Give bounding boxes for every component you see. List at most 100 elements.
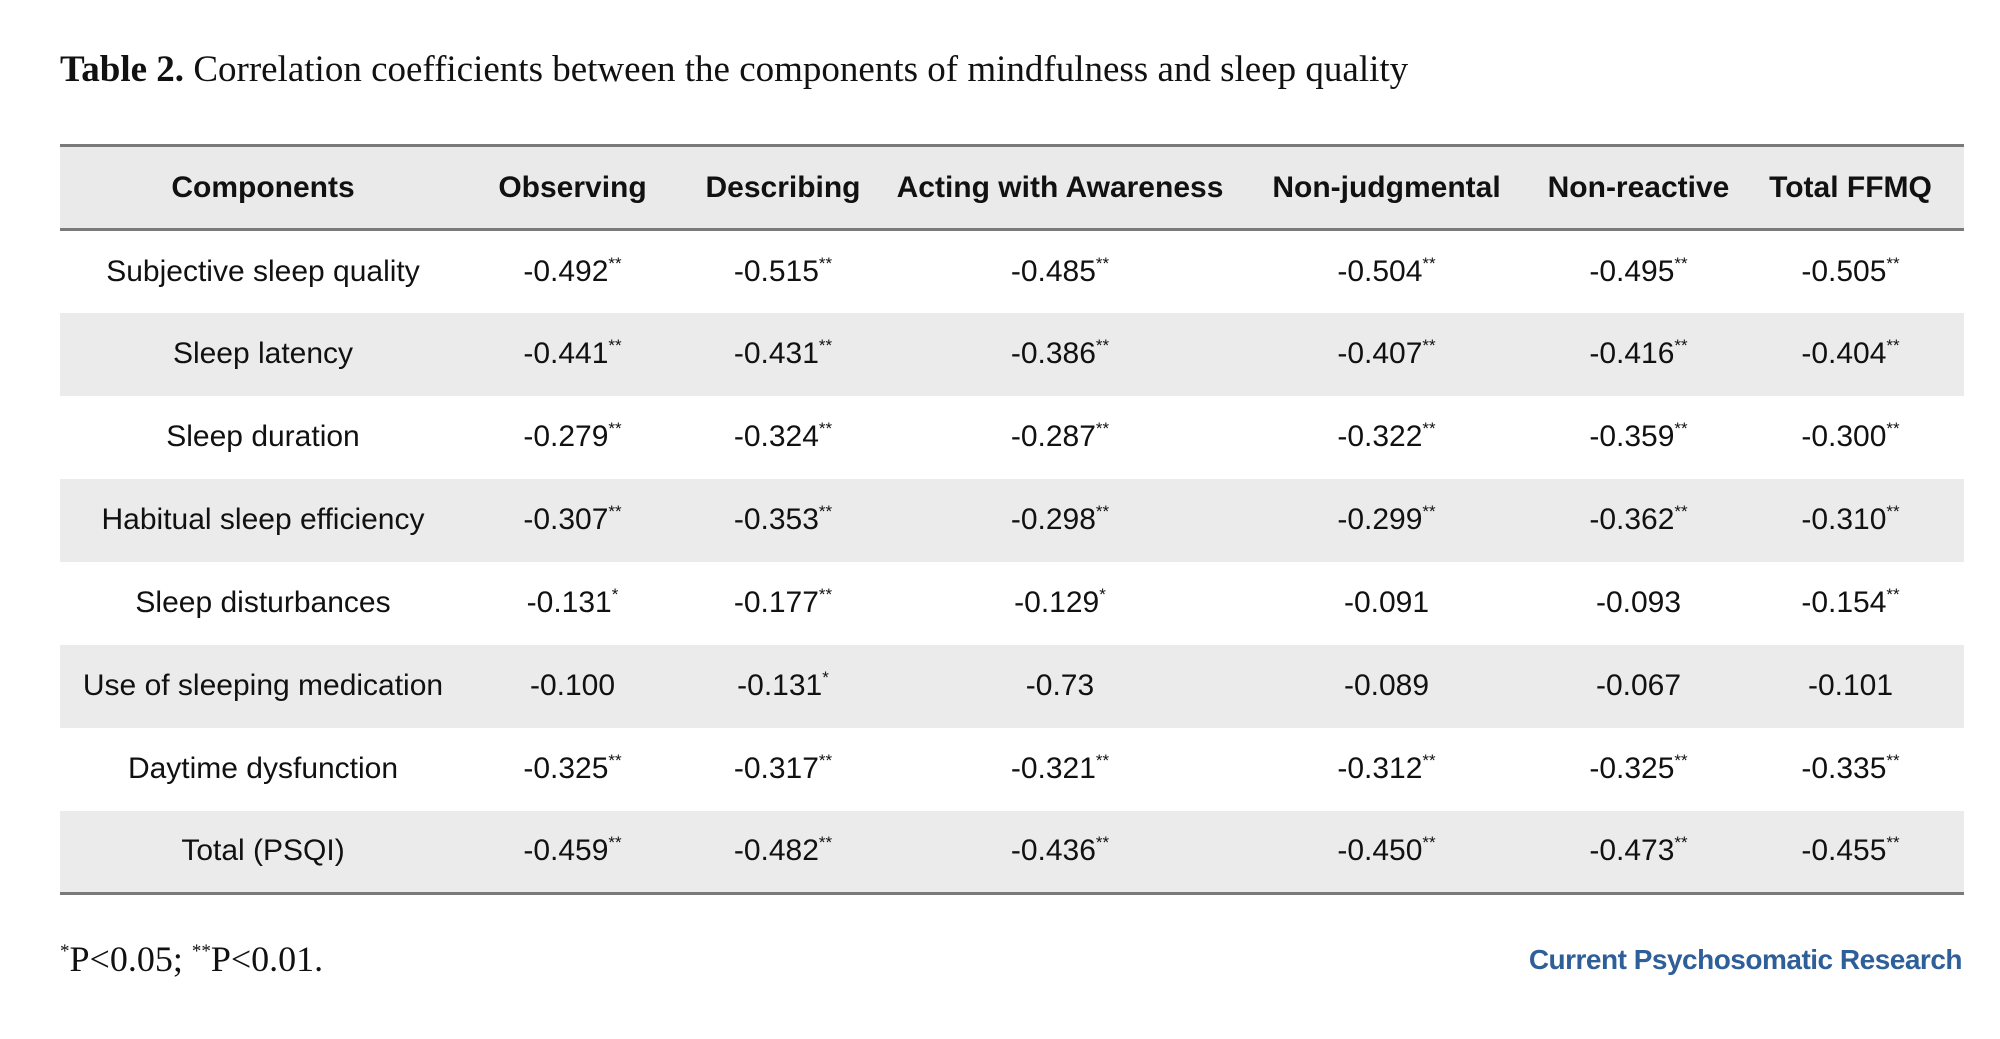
significance-mark: **: [1095, 336, 1110, 355]
correlation-value: -0.431: [733, 337, 819, 370]
correlation-value: -0.482: [733, 834, 819, 868]
correlation-cell: -0.436**: [887, 810, 1233, 895]
significance-mark: **: [1886, 253, 1900, 273]
significance-mark: **: [608, 419, 622, 438]
significance-mark: **: [1674, 419, 1688, 438]
correlation-value: -0.321: [1010, 752, 1096, 785]
correlation-value: -0.450: [1337, 834, 1423, 868]
footnote-sig2-text: P<0.01.: [210, 939, 324, 979]
correlation-value: -0.129: [1014, 586, 1100, 619]
correlation-cell: -0.131*: [679, 645, 887, 728]
correlation-table-wrap: Components Observing Describing Acting with…: [60, 144, 1964, 895]
correlation-cell: -0.73: [887, 645, 1233, 728]
correlation-cell: -0.450**: [1233, 810, 1540, 895]
correlation-cell: -0.495**: [1540, 230, 1737, 313]
significance-mark: *: [1099, 585, 1106, 604]
significance-mark: **: [1886, 336, 1900, 355]
correlation-cell: -0.416**: [1540, 313, 1737, 396]
significance-mark: **: [1886, 833, 1900, 853]
correlation-cell: -0.287**: [887, 396, 1233, 479]
significance-mark: **: [818, 502, 833, 521]
correlation-value: -0.492: [523, 254, 609, 288]
significance-mark: **: [1886, 419, 1900, 438]
significance-mark: **: [1422, 419, 1436, 438]
table-header: Components Observing Describing Acting with…: [60, 144, 1964, 231]
significance-mark: **: [1674, 253, 1688, 273]
significance-mark: **: [608, 751, 622, 770]
table-row: Sleep disturbances -0.131* -0.177** -0.129*…: [60, 562, 1964, 645]
correlation-cell: -0.321**: [887, 728, 1233, 811]
correlation-cell: -0.404**: [1737, 313, 1964, 396]
correlation-cell: -0.335**: [1737, 728, 1964, 811]
correlation-cell: -0.093: [1540, 562, 1737, 645]
significance-mark: **: [1674, 751, 1688, 770]
correlation-value: -0.362: [1589, 503, 1675, 536]
table-row: Subjective sleep quality -0.492** -0.515**…: [60, 230, 1964, 313]
significance-mark: *: [611, 585, 619, 604]
significance-mark: **: [1095, 751, 1110, 770]
correlation-cell: -0.310**: [1737, 479, 1964, 562]
significance-mark: **: [1886, 502, 1900, 521]
significance-mark: **: [818, 585, 833, 604]
footnote-sig2-mark: **: [191, 941, 211, 962]
correlation-cell: -0.154**: [1737, 562, 1964, 645]
correlation-value: -0.436: [1010, 834, 1096, 868]
significance-mark: **: [1422, 253, 1436, 273]
significance-mark: **: [1674, 336, 1688, 355]
row-label: Daytime dysfunction: [127, 752, 399, 785]
column-header: Acting with Awareness: [887, 144, 1233, 231]
correlation-value: -0.515: [733, 254, 819, 288]
correlation-cell: -0.325**: [466, 728, 679, 811]
correlation-value: -0.298: [1010, 503, 1096, 536]
table-header-row: Components Observing Describing Acting with…: [60, 144, 1964, 231]
correlation-value: -0.307: [523, 503, 609, 536]
correlation-cell: -0.131*: [466, 562, 679, 645]
table-row: Habitual sleep efficiency -0.307** -0.353*…: [60, 478, 1964, 562]
correlation-value: -0.325: [1589, 752, 1675, 785]
row-label: Habitual sleep efficiency: [101, 503, 425, 536]
correlation-cell: -0.298**: [887, 479, 1233, 562]
significance-mark: **: [1422, 336, 1436, 355]
correlation-value: -0.386: [1010, 337, 1096, 370]
column-header: Observing: [466, 144, 679, 231]
correlation-value: -0.73: [1025, 669, 1095, 702]
correlation-value: -0.154: [1801, 586, 1887, 619]
correlation-value: -0.407: [1337, 337, 1423, 370]
column-header: Components: [60, 144, 466, 231]
correlation-cell: -0.505**: [1737, 230, 1964, 313]
significance-mark: **: [1422, 833, 1436, 853]
row-label: Sleep duration: [166, 420, 360, 453]
correlation-value: -0.504: [1337, 254, 1423, 288]
correlation-cell: -0.100: [466, 645, 679, 728]
correlation-value: -0.093: [1595, 586, 1682, 619]
table-row: Use of sleeping medication -0.100 -0.131* -…: [60, 644, 1964, 728]
significance-mark: **: [1886, 585, 1900, 604]
correlation-value: -0.299: [1337, 503, 1423, 536]
correlation-cell: -0.515**: [679, 230, 887, 313]
correlation-value: -0.177: [733, 586, 819, 619]
correlation-cell: -0.089: [1233, 645, 1540, 728]
significance-mark: **: [1674, 502, 1688, 521]
correlation-value: -0.505: [1801, 254, 1887, 288]
footnote-sig1-mark: *: [60, 941, 70, 962]
correlation-value: -0.353: [733, 503, 819, 536]
correlation-cell: -0.325**: [1540, 728, 1737, 811]
journal-logo-text: Current Psychosomatic Research: [1528, 944, 1963, 975]
correlation-value: -0.131: [526, 586, 612, 619]
correlation-value: -0.485: [1010, 254, 1096, 288]
correlation-value: -0.101: [1807, 669, 1894, 702]
correlation-cell: -0.324**: [679, 396, 887, 479]
row-label: Sleep latency: [172, 337, 354, 370]
correlation-cell: -0.362**: [1540, 479, 1737, 562]
significance-mark: **: [1422, 751, 1436, 770]
significance-mark: **: [1674, 833, 1688, 853]
correlation-cell: -0.312**: [1233, 728, 1540, 811]
correlation-cell: -0.129*: [887, 562, 1233, 645]
table-row: Sleep duration -0.279** -0.324** -0.287** -0…: [60, 396, 1964, 479]
correlation-cell: -0.300**: [1737, 396, 1964, 479]
significance-mark: **: [818, 751, 833, 770]
correlation-value: -0.495: [1589, 254, 1675, 288]
significance-mark: **: [1095, 502, 1110, 521]
correlation-cell: -0.279**: [466, 396, 679, 479]
correlation-cell: -0.407**: [1233, 313, 1540, 396]
